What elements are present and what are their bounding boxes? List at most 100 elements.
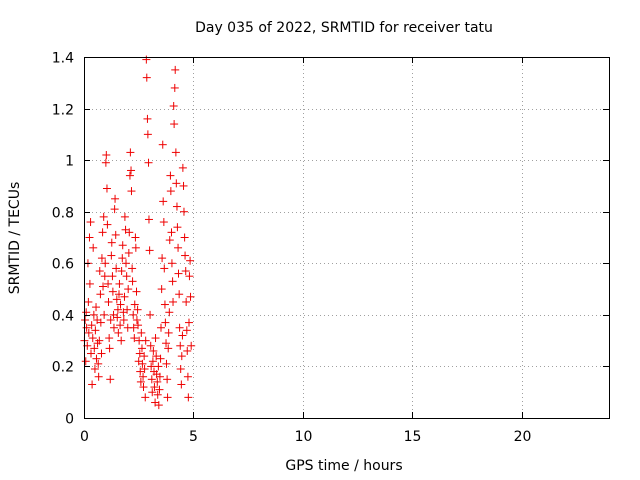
data-point: [125, 228, 134, 237]
data-point: [151, 334, 160, 343]
data-point: [183, 346, 192, 355]
data-point: [140, 365, 149, 374]
y-tick-label: 1.2: [52, 103, 74, 119]
data-point: [86, 218, 95, 227]
data-point: [81, 316, 90, 325]
y-tick-label: 0.8: [52, 206, 74, 222]
data-point: [114, 328, 123, 337]
data-point: [136, 367, 145, 376]
data-point: [111, 194, 120, 203]
x-tick-label: 20: [514, 429, 532, 445]
chart-title: Day 035 of 2022, SRMTID for receiver tat…: [195, 20, 493, 36]
data-point: [167, 228, 176, 237]
data-point: [129, 323, 138, 332]
data-point: [169, 101, 178, 110]
data-point: [108, 272, 117, 281]
data-point: [155, 372, 164, 381]
data-point: [150, 383, 159, 392]
data-point: [184, 393, 193, 402]
data-point: [131, 243, 140, 252]
x-tick-label: 0: [80, 429, 89, 445]
y-tick-label: 0: [65, 412, 74, 428]
data-point: [130, 300, 139, 309]
data-point: [169, 297, 178, 306]
data-point: [120, 292, 129, 301]
ticks-layer: [84, 57, 609, 419]
data-point: [186, 256, 195, 265]
data-point: [157, 285, 166, 294]
data-point: [179, 207, 188, 216]
points-layer: [80, 55, 196, 410]
data-point: [84, 328, 93, 337]
data-point: [137, 344, 146, 353]
y-tick-label: 0.6: [52, 257, 74, 273]
data-point: [186, 292, 195, 301]
y-tick-label: 0.2: [52, 360, 74, 376]
data-point: [168, 277, 177, 286]
data-point: [177, 380, 186, 389]
data-point: [117, 267, 126, 276]
data-point: [174, 243, 183, 252]
data-point: [160, 300, 169, 309]
data-point: [127, 187, 136, 196]
data-point: [163, 393, 172, 402]
data-point: [85, 279, 94, 288]
data-point: [92, 303, 101, 312]
data-point: [178, 331, 187, 340]
data-point: [179, 181, 188, 190]
y-tick-label: 0.4: [52, 309, 74, 325]
data-point: [158, 140, 167, 149]
data-point: [133, 305, 142, 314]
data-point: [132, 316, 141, 325]
data-point: [107, 251, 116, 260]
data-point: [112, 264, 121, 273]
data-point: [178, 163, 187, 172]
data-point: [103, 220, 112, 229]
data-point: [94, 372, 103, 381]
data-point: [90, 365, 99, 374]
data-point: [149, 346, 158, 355]
data-point: [146, 310, 155, 319]
data-point: [181, 251, 190, 260]
data-point: [159, 218, 168, 227]
data-point: [164, 344, 173, 353]
data-point: [135, 349, 144, 358]
data-point: [185, 272, 194, 281]
data-point: [128, 264, 137, 273]
data-point: [91, 326, 100, 335]
data-point: [148, 388, 157, 397]
data-point: [152, 352, 161, 361]
data-point: [129, 310, 138, 319]
data-point: [185, 318, 193, 327]
data-point: [172, 179, 181, 188]
data-point: [158, 254, 167, 263]
data-point: [92, 354, 101, 363]
x-tick-label: 5: [189, 429, 198, 445]
data-point: [102, 184, 111, 193]
data-point: [146, 341, 155, 350]
data-point: [171, 148, 180, 157]
data-point: [157, 323, 165, 332]
data-point: [116, 321, 125, 330]
data-point: [88, 380, 97, 389]
data-point: [123, 305, 132, 314]
data-point: [165, 236, 174, 245]
data-point: [154, 362, 163, 371]
data-point: [142, 55, 151, 64]
y-axis-label: SRMTID / TECUs: [7, 182, 23, 295]
data-point: [106, 316, 115, 325]
data-point: [89, 310, 98, 319]
data-point: [90, 344, 99, 353]
data-point: [110, 205, 119, 214]
data-point: [182, 326, 191, 335]
data-point: [163, 375, 172, 384]
data-point: [101, 259, 110, 268]
data-point: [166, 187, 175, 196]
data-point: [120, 212, 129, 221]
data-point: [100, 310, 109, 319]
data-point: [162, 359, 171, 368]
data-point: [138, 359, 147, 368]
data-point: [99, 212, 108, 221]
data-point: [128, 277, 137, 286]
